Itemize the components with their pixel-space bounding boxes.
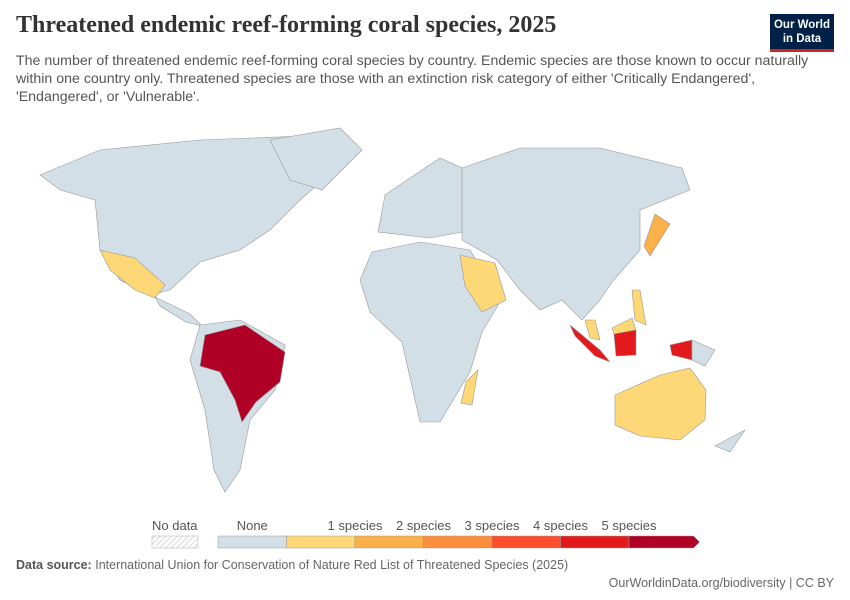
country-europe[interactable] xyxy=(377,157,463,239)
legend-label: 2 species xyxy=(396,518,451,533)
country-madagascar[interactable] xyxy=(460,369,479,406)
country-philippines[interactable] xyxy=(631,289,647,326)
country-australia[interactable] xyxy=(614,367,707,441)
legend-label: 4 species xyxy=(533,518,588,533)
country-papua-new-guinea[interactable] xyxy=(691,339,716,367)
country-africa[interactable] xyxy=(359,241,501,423)
country-malaysia[interactable] xyxy=(584,319,601,341)
country-indonesia-papua[interactable] xyxy=(669,339,693,361)
legend-label: 1 species xyxy=(327,518,383,533)
legend-swatch[interactable] xyxy=(217,535,287,549)
legend-swatch[interactable] xyxy=(354,535,424,549)
country-indonesia-borneo[interactable] xyxy=(613,329,637,357)
country-mexico[interactable] xyxy=(99,249,166,299)
page-title: Threatened endemic reef-forming coral sp… xyxy=(16,12,557,38)
legend-swatch[interactable] xyxy=(286,535,356,549)
country-saudi-arabia[interactable] xyxy=(459,254,507,313)
legend-no-data-swatch xyxy=(151,535,199,549)
country-new-zealand[interactable] xyxy=(714,429,746,453)
page-subtitle: The number of threatened endemic reef-fo… xyxy=(16,53,809,105)
legend-no-data-label: No data xyxy=(152,518,198,533)
country-central-america[interactable] xyxy=(154,296,203,327)
country-asia[interactable] xyxy=(461,147,691,321)
legend-bar xyxy=(151,535,700,549)
country-greenland[interactable] xyxy=(269,127,363,191)
owid-logo[interactable]: Our World in Data xyxy=(770,14,834,52)
legend-swatch[interactable] xyxy=(491,535,561,549)
legend-label: 5 species xyxy=(601,518,657,533)
legend-swatch[interactable] xyxy=(560,535,630,549)
legend-swatch[interactable] xyxy=(423,535,493,549)
legend-label: 3 species xyxy=(464,518,520,533)
legend-swatch[interactable] xyxy=(628,535,700,549)
country-brazil[interactable] xyxy=(199,324,286,423)
country-indonesia-sumatra[interactable] xyxy=(569,324,611,363)
country-japan[interactable] xyxy=(643,213,671,257)
legend-label: None xyxy=(236,518,268,533)
footer-url[interactable]: OurWorldinData.org/biodiversity | CC BY xyxy=(608,576,834,590)
footer-source: Data source: International Union for Con… xyxy=(16,558,569,572)
